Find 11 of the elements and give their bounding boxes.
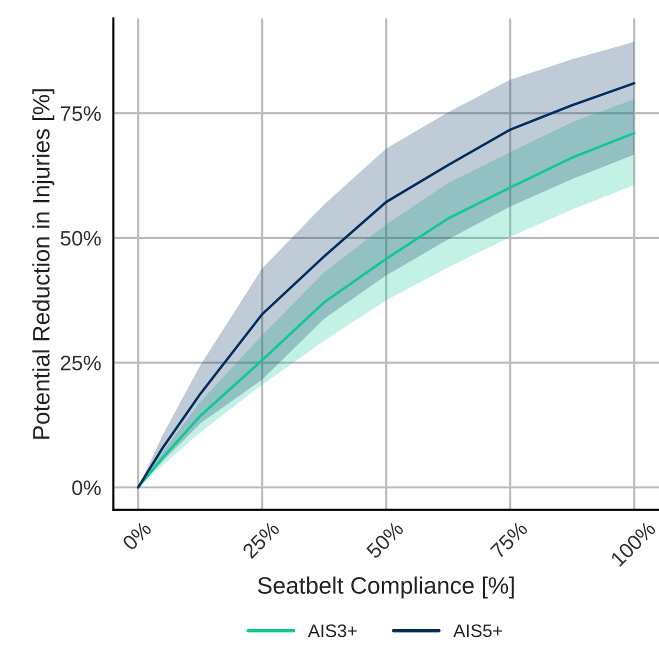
legend-label: AIS3+	[308, 624, 357, 638]
y-tick-label: 25%	[60, 356, 101, 370]
y-tick-label: 0%	[72, 480, 101, 496]
x-tick-label: 0%	[122, 520, 152, 552]
y-tick-label: 75%	[60, 106, 101, 121]
y-tick-label: 50%	[60, 230, 101, 246]
x-axis-title: Seatbelt Compliance [%]	[258, 576, 514, 599]
x-tick-label: 75%	[490, 520, 528, 560]
legend-label: AIS5+	[453, 624, 502, 638]
x-tick-label: 50%	[366, 520, 404, 560]
y-axis-title: Potential Reduction in Injuries [%]	[32, 89, 54, 439]
